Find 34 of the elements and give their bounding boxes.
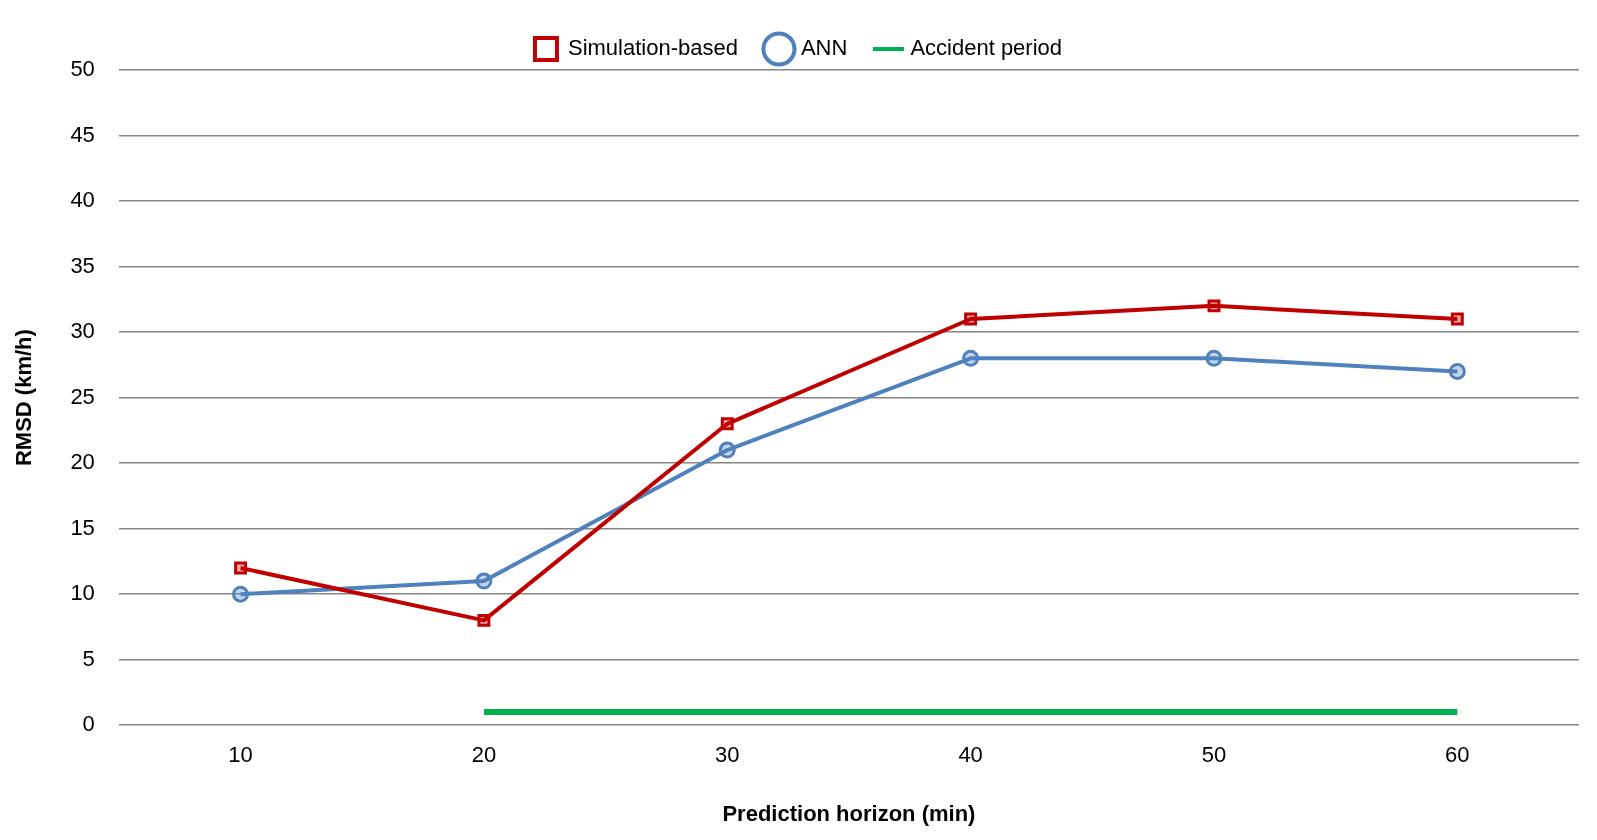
point bbox=[718, 441, 736, 459]
point bbox=[962, 349, 980, 367]
legend-label: ANN bbox=[800, 35, 848, 61]
x-tick-label: 60 bbox=[1445, 742, 1470, 768]
x-tick-label: 50 bbox=[1201, 742, 1227, 768]
y-tick-label: 20 bbox=[70, 449, 95, 475]
x-tick-label: 40 bbox=[958, 742, 983, 768]
y-tick-label: 35 bbox=[70, 252, 95, 278]
point bbox=[477, 613, 491, 627]
y-tick-label: 5 bbox=[82, 645, 95, 671]
point bbox=[1450, 312, 1464, 326]
y-tick-label: 10 bbox=[70, 580, 95, 606]
point bbox=[475, 572, 493, 590]
point bbox=[1205, 349, 1223, 367]
y-tick-label: 15 bbox=[70, 514, 95, 540]
point bbox=[1448, 362, 1466, 380]
point bbox=[234, 561, 247, 575]
x-axis-title: Prediction horizon (min) bbox=[722, 800, 976, 826]
y-tick-label: 30 bbox=[70, 318, 95, 344]
point bbox=[1207, 299, 1221, 313]
y-axis-title: RMSD (km/h) bbox=[11, 329, 37, 467]
x-tick-label: 10 bbox=[228, 742, 253, 768]
point bbox=[720, 417, 734, 431]
x-tick-label: 30 bbox=[715, 742, 740, 768]
legend-label: Accident period bbox=[910, 35, 1063, 61]
legend-label: Simulation-based bbox=[567, 35, 738, 61]
point bbox=[232, 585, 250, 603]
y-tick-label: 0 bbox=[82, 711, 95, 737]
x-tick-label: 20 bbox=[471, 742, 497, 768]
y-tick-label: 50 bbox=[70, 56, 95, 82]
point bbox=[964, 312, 978, 326]
y-tick-label: 40 bbox=[70, 187, 95, 213]
y-tick-label: 45 bbox=[70, 121, 95, 147]
y-tick-label: 25 bbox=[70, 383, 95, 409]
